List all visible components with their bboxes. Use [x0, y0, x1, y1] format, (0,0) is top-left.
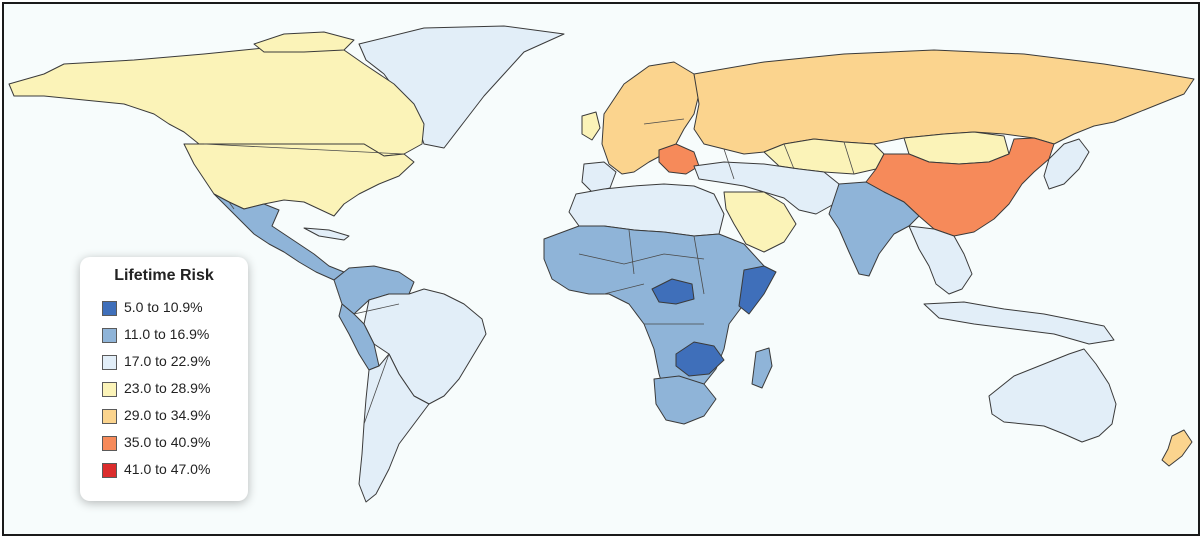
region-middle-east	[693, 161, 840, 215]
legend-item: 29.0 to 34.9%	[102, 407, 242, 427]
world-map	[8, 25, 1195, 503]
legend-item: 17.0 to 22.9%	[102, 353, 242, 373]
legend-label: 23.0 to 28.9%	[124, 380, 211, 396]
legend-swatch	[102, 355, 117, 370]
region-usa	[183, 143, 415, 217]
region-caribbean	[303, 227, 350, 241]
legend-item: 35.0 to 40.9%	[102, 434, 242, 454]
region-south-asia	[828, 181, 920, 277]
region-uk	[581, 111, 601, 141]
legend-swatch	[102, 328, 117, 343]
border-lines-africa	[578, 229, 705, 325]
legend-label: 17.0 to 22.9%	[124, 353, 211, 369]
region-southern-africa-dark	[675, 341, 725, 377]
legend-label: 5.0 to 10.9%	[124, 299, 203, 315]
region-south-africa	[653, 375, 717, 425]
legend-title: Lifetime Risk	[114, 267, 214, 284]
region-balkans	[658, 143, 700, 175]
region-brazil	[363, 288, 487, 405]
legend-item: 23.0 to 28.9%	[102, 380, 242, 400]
region-madagascar	[751, 347, 773, 389]
region-iberia	[581, 161, 617, 193]
legend-item: 11.0 to 16.9%	[102, 326, 242, 346]
legend-label: 29.0 to 34.9%	[124, 407, 211, 423]
legend-item: 5.0 to 10.9%	[102, 299, 242, 319]
region-arabia	[723, 191, 797, 253]
region-indonesia	[923, 301, 1115, 345]
legend-swatch	[102, 382, 117, 397]
region-west-central-africa	[543, 225, 765, 405]
region-horn-of-africa	[738, 265, 777, 315]
region-western-europe	[601, 61, 700, 175]
legend-item: 41.0 to 47.0%	[102, 461, 242, 481]
legend-swatch	[102, 409, 117, 424]
legend-label: 11.0 to 16.9%	[124, 326, 210, 342]
region-southeast-asia	[908, 225, 973, 295]
legend-label: 35.0 to 40.9%	[124, 434, 211, 450]
legend-swatch	[102, 463, 117, 478]
legend-swatch	[102, 301, 117, 316]
legend: Lifetime Risk 5.0 to 10.9% 11.0 to 16.9%…	[80, 257, 248, 501]
region-southern-cone	[358, 353, 430, 503]
region-new-zealand	[1161, 429, 1193, 467]
border-lines-americas	[203, 143, 405, 425]
legend-label: 41.0 to 47.0%	[124, 461, 211, 477]
region-australia	[988, 348, 1117, 443]
legend-swatch	[102, 436, 117, 451]
border-lines-eurasia	[643, 118, 855, 180]
region-mexico-central-america	[213, 193, 345, 281]
region-central-africa-dark	[651, 278, 695, 305]
region-japan-korea	[1043, 138, 1090, 190]
region-arctic-islands	[253, 31, 355, 53]
region-north-america-north	[8, 43, 425, 157]
